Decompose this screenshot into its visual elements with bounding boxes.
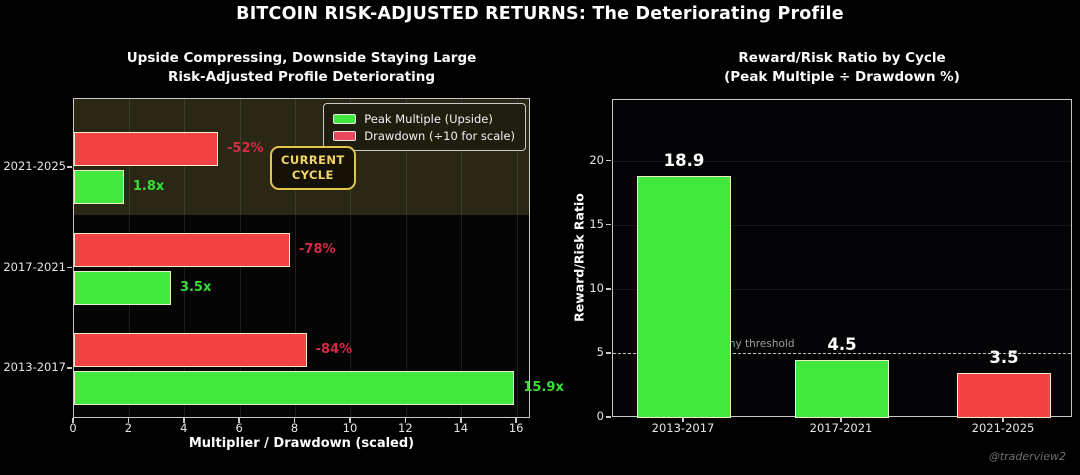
xtick-label-10: 10: [342, 421, 358, 435]
ytick-label-0: 0: [596, 409, 604, 423]
left-plot-area: -52% 1.8x -78% 3.5x -84% 15.9x Peak Multiple …: [73, 98, 564, 418]
ytick-label-2013-2017: 2013-2017: [3, 360, 66, 374]
page-title: BITCOIN RISK-ADJUSTED RETURNS: The Deter…: [236, 4, 844, 24]
legend: Peak Multiple (Upside) Drawdown (÷10 for …: [323, 103, 526, 151]
upside-label-2013-2017: 15.9x: [523, 380, 564, 395]
ytick-mark-10: [606, 288, 611, 290]
ratio-bar-2021-2025: [957, 373, 1051, 418]
gridline-y-5: [613, 353, 1071, 355]
gridline-y-20: [613, 161, 1071, 163]
xtick-label-12: 12: [398, 421, 413, 435]
xtick-mark-6: [238, 418, 240, 423]
ytick-mark-20: [606, 159, 611, 162]
xtick-label-14: 14: [453, 421, 469, 435]
gridline-y-10: [613, 289, 1071, 291]
xtick-mark-10: [349, 418, 351, 423]
xtick-label-16: 16: [508, 421, 524, 435]
xtick-mark-12: [404, 418, 407, 423]
upside-bar-2017-2021: [74, 270, 171, 305]
xtick-mark-8: [293, 418, 296, 423]
ytick-label-2021-2025: 2021-2025: [3, 159, 66, 173]
xtick-label-8: 8: [290, 421, 299, 435]
right-plot-area: Healthy threshold 18.9 4.5 3.5: [612, 99, 1072, 418]
xtick-mark-2013-2017: [682, 417, 684, 422]
legend-swatch-0: [333, 113, 357, 124]
xtick-mark-0: [72, 418, 74, 423]
drawdown-bar-2013-2017: [74, 333, 307, 367]
gridline-x-8: [295, 99, 297, 417]
right-yaxis-title: Reward/Risk Ratio: [571, 193, 587, 322]
ytick-label-5: 5: [596, 344, 604, 359]
legend-row-1: Drawdown (÷10 for scale): [333, 127, 515, 144]
ytick-label-2017-2021: 2017-2021: [3, 259, 66, 274]
xtick-mark-2: [127, 418, 130, 423]
ytick-mark-0: [606, 416, 611, 418]
xtick-label-2021-2025: 2021-2025: [971, 421, 1035, 435]
left-chart-title-line2: Risk-Adjusted Profile Deteriorating: [168, 69, 435, 86]
drawdown-bar-2021-2025: [74, 132, 219, 166]
ratio-value-label-2021-2025: 3.5: [989, 348, 1019, 368]
upside-bar-2021-2025: [74, 170, 124, 204]
xtick-mark-14: [460, 418, 462, 423]
current-cycle-annotation-line2: CYCLE: [291, 167, 334, 182]
drawdown-label-2021-2025: -52%: [227, 141, 264, 156]
ytick-mark-2017-2021: [67, 266, 72, 269]
right-chart-title-line1: Reward/Risk Ratio by Cycle: [738, 50, 946, 66]
current-cycle-annotation-line1: CURRENT: [281, 153, 345, 167]
ytick-mark-5: [606, 352, 611, 354]
xtick-label-2: 2: [124, 421, 133, 435]
xtick-mark-2017-2021: [840, 417, 842, 422]
xtick-mark-4: [183, 418, 185, 423]
upside-label-2021-2025: 1.8x: [132, 179, 165, 194]
ratio-bar-2017-2021: [795, 360, 889, 418]
ytick-label-20: 20: [589, 152, 604, 167]
right-chart-title: Reward/Risk Ratio by Cycle (Peak Multipl…: [612, 49, 1072, 87]
ytick-mark-15: [606, 223, 611, 226]
drawdown-bar-2017-2021: [74, 232, 291, 267]
ratio-value-label-2013-2017: 18.9: [663, 150, 705, 170]
upside-label-2017-2021: 3.5x: [179, 279, 212, 295]
xtick-mark-16: [515, 418, 517, 423]
xtick-label-2013-2017: 2013-2017: [651, 421, 715, 435]
legend-label-1: Drawdown (÷10 for scale): [364, 128, 515, 143]
gridline-x-12: [405, 99, 407, 417]
xtick-label-4: 4: [180, 421, 188, 435]
xtick-label-2017-2021: 2017-2021: [809, 421, 873, 435]
ytick-mark-2021-2025: [67, 166, 72, 168]
left-chart-title-line1: Upside Compressing, Downside Staying Lar…: [126, 50, 477, 66]
ratio-value-label-2017-2021: 4.5: [827, 335, 857, 355]
xtick-label-6: 6: [235, 421, 243, 435]
gridline-x-10: [350, 99, 352, 417]
ytick-label-10: 10: [589, 280, 604, 295]
drawdown-label-2013-2017: -84%: [315, 342, 353, 357]
gridline-y-15: [613, 225, 1071, 227]
legend-swatch-1: [333, 130, 357, 141]
watermark: @traderview2: [988, 450, 1066, 463]
xtick-mark-2021-2025: [1002, 417, 1004, 422]
ytick-label-15: 15: [589, 216, 604, 231]
healthy-threshold-line: [613, 352, 1071, 354]
right-chart-title-line2: (Peak Multiple ÷ Drawdown %): [724, 69, 960, 86]
current-cycle-annotation: CURRENT CYCLE: [270, 146, 356, 190]
ytick-mark-2013-2017: [67, 367, 72, 369]
upside-bar-2013-2017: [74, 371, 515, 405]
gridline-x-14: [461, 99, 463, 417]
xtick-label-0: 0: [69, 421, 77, 435]
left-chart-title: Upside Compressing, Downside Staying Lar…: [73, 49, 530, 87]
legend-row-0: Peak Multiple (Upside): [333, 110, 515, 127]
gridline-x-16: [516, 99, 518, 417]
legend-label-0: Peak Multiple (Upside): [364, 111, 493, 126]
ratio-bar-2013-2017: [637, 175, 731, 418]
left-xaxis-title: Multiplier / Drawdown (scaled): [188, 436, 415, 451]
drawdown-label-2017-2021: -78%: [299, 241, 336, 257]
